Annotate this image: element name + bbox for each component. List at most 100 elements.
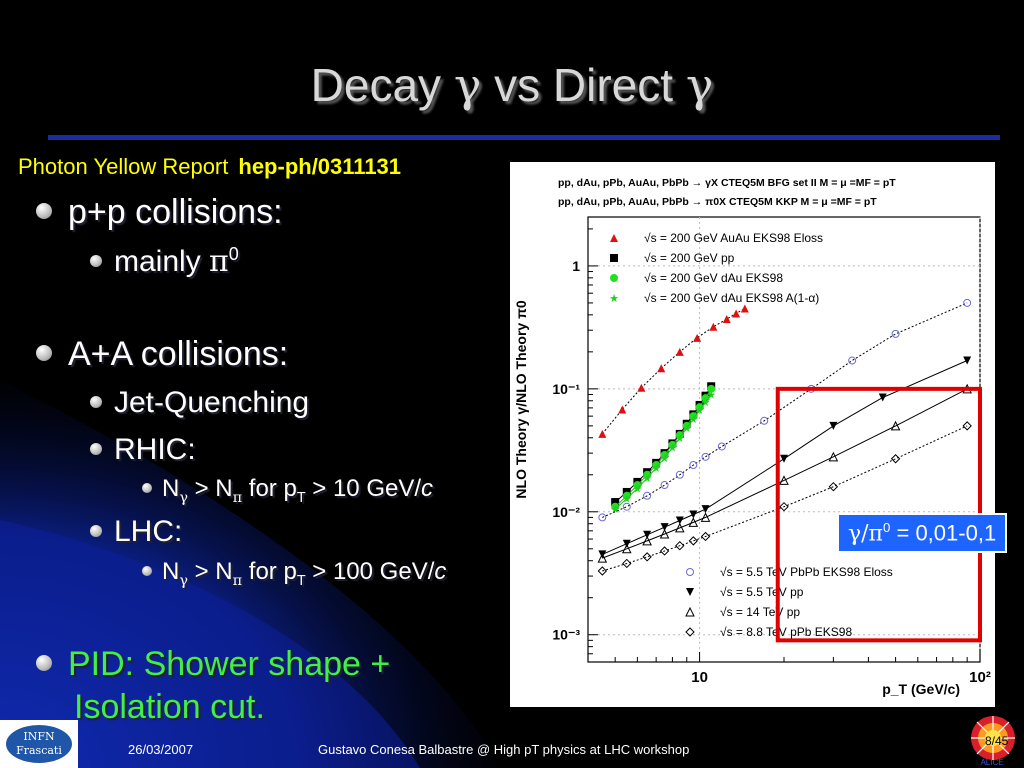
data-point xyxy=(700,512,711,522)
data-point xyxy=(618,405,627,414)
data-point xyxy=(732,309,741,318)
data-point xyxy=(659,528,670,539)
bullet-pid: PID: Shower shape + xyxy=(36,645,390,684)
data-point xyxy=(963,356,972,365)
data-point xyxy=(689,461,698,470)
ratio-plot-svg: 10 10² 10⁻³ 10⁻² 10⁻¹ 1 p_T (GeV/c) NLO Theory … xyxy=(513,177,991,697)
data-point xyxy=(828,481,839,492)
data-point xyxy=(693,333,702,342)
data-point xyxy=(878,393,887,402)
data-point: ★ xyxy=(675,433,685,445)
legend-entry: √s = 14 TeV pp xyxy=(720,605,800,619)
data-point xyxy=(611,502,620,511)
legend-marker: ★ xyxy=(609,293,619,305)
data-point xyxy=(760,416,769,425)
legend-entry: √s = 5.5 TeV pp xyxy=(720,585,804,599)
data-point xyxy=(688,536,699,546)
legend-marker xyxy=(610,234,618,242)
footer-author: Gustavo Conesa Balbastre @ High pT physi… xyxy=(318,742,690,757)
footer-date: 26/03/2007 xyxy=(128,742,194,757)
data-point: ★ xyxy=(701,397,711,409)
series-line-6 xyxy=(602,388,968,559)
data-point xyxy=(622,558,632,569)
data-point xyxy=(622,502,631,511)
legend-marker xyxy=(610,274,618,282)
data-point: ★ xyxy=(660,453,670,465)
legend-entry: √s = 8.8 TeV pPb EKS98 xyxy=(720,625,852,639)
x-tick-label: 10 xyxy=(691,669,708,686)
data-point xyxy=(848,356,857,365)
data-point xyxy=(611,498,620,507)
alice-wordmark: ALICE xyxy=(980,758,1003,767)
bullet-jet-quenching: Jet-Quenching xyxy=(90,386,309,420)
data-point xyxy=(707,384,716,393)
data-point xyxy=(668,440,677,449)
bullet-pid-cont: Isolation cut. xyxy=(74,688,265,726)
data-point: ★ xyxy=(610,504,620,516)
data-point xyxy=(891,329,900,338)
y-axis-label: NLO Theory γ/NLO Theory π0 xyxy=(513,300,529,498)
data-point xyxy=(779,475,789,485)
legend-marker xyxy=(685,627,695,637)
data-point xyxy=(633,481,642,490)
data-point xyxy=(659,546,670,556)
legend-marker xyxy=(685,606,695,617)
legend-entry: √s = 200 GeV dAu EKS98 xyxy=(644,271,783,285)
legend-marker xyxy=(686,588,694,596)
data-point xyxy=(652,461,661,470)
bullet-rhic-condition: Nγ > Nπ for pT > 10 GeV/c xyxy=(142,475,433,506)
data-point xyxy=(643,491,652,500)
series-line-4 xyxy=(602,302,968,518)
data-point xyxy=(597,566,608,576)
slide-title: Decay γ vs Direct γ xyxy=(310,58,714,112)
legend-entry: √s = 200 GeV dAu EKS98 A(1-α) xyxy=(644,291,819,305)
data-point: ★ xyxy=(632,483,642,495)
data-point xyxy=(780,454,788,463)
series-line-3 xyxy=(614,394,712,510)
data-point xyxy=(695,403,704,412)
data-point xyxy=(675,470,684,479)
title-underline xyxy=(48,135,1000,140)
data-point xyxy=(828,451,839,462)
y-tick-label: 1 xyxy=(572,258,580,274)
legend-entry: √s = 5.5 TeV PbPb EKS98 Eloss xyxy=(720,565,893,579)
legend-entry: √s = 200 GeV pp xyxy=(644,251,735,265)
data-point xyxy=(637,383,646,392)
plot-header-line: pp, dAu, pPb, AuAu, PbPb → π0X CTEQ5M KK… xyxy=(558,196,877,208)
data-point xyxy=(675,347,684,356)
data-point xyxy=(709,322,718,331)
data-point xyxy=(701,505,710,514)
infn-logo: INFN Frascati xyxy=(0,720,78,768)
legend-entry: √s = 200 GeV AuAu EKS98 Eloss xyxy=(644,231,823,245)
page-number: 8/45 xyxy=(985,734,1009,748)
legend-marker xyxy=(686,568,694,576)
data-point xyxy=(829,421,838,430)
bullet-lhc: LHC: xyxy=(90,515,182,549)
legend-marker xyxy=(610,254,618,262)
reference-label: Photon Yellow Report hep-ph/0311131 xyxy=(18,154,402,179)
data-point xyxy=(688,517,699,527)
reference-id: hep-ph/0311131 xyxy=(238,154,402,179)
data-point xyxy=(890,454,901,464)
y-tick-label: 10⁻¹ xyxy=(552,381,580,397)
data-point xyxy=(717,442,726,451)
data-point xyxy=(642,552,652,562)
data-point xyxy=(642,535,652,546)
data-point xyxy=(740,304,749,313)
y-tick-label: 10⁻³ xyxy=(552,627,580,643)
data-point: ★ xyxy=(695,405,705,417)
data-point xyxy=(621,543,632,554)
data-point xyxy=(689,412,698,421)
data-point xyxy=(682,421,691,430)
data-point xyxy=(622,491,631,500)
data-point: ★ xyxy=(622,494,632,506)
y-tick-label: 10⁻² xyxy=(552,504,580,520)
ratio-plot: 10 10² 10⁻³ 10⁻² 10⁻¹ 1 p_T (GeV/c) NLO Theory … xyxy=(510,162,995,707)
ratio-callout: γ/π0 = 0,01-0,1 xyxy=(837,513,1008,554)
data-point: ★ xyxy=(706,389,716,401)
data-point xyxy=(779,501,789,512)
data-point xyxy=(657,364,666,373)
data-point xyxy=(700,531,711,542)
bullet-rhic: RHIC: xyxy=(90,433,196,467)
series-line-0 xyxy=(601,308,746,435)
